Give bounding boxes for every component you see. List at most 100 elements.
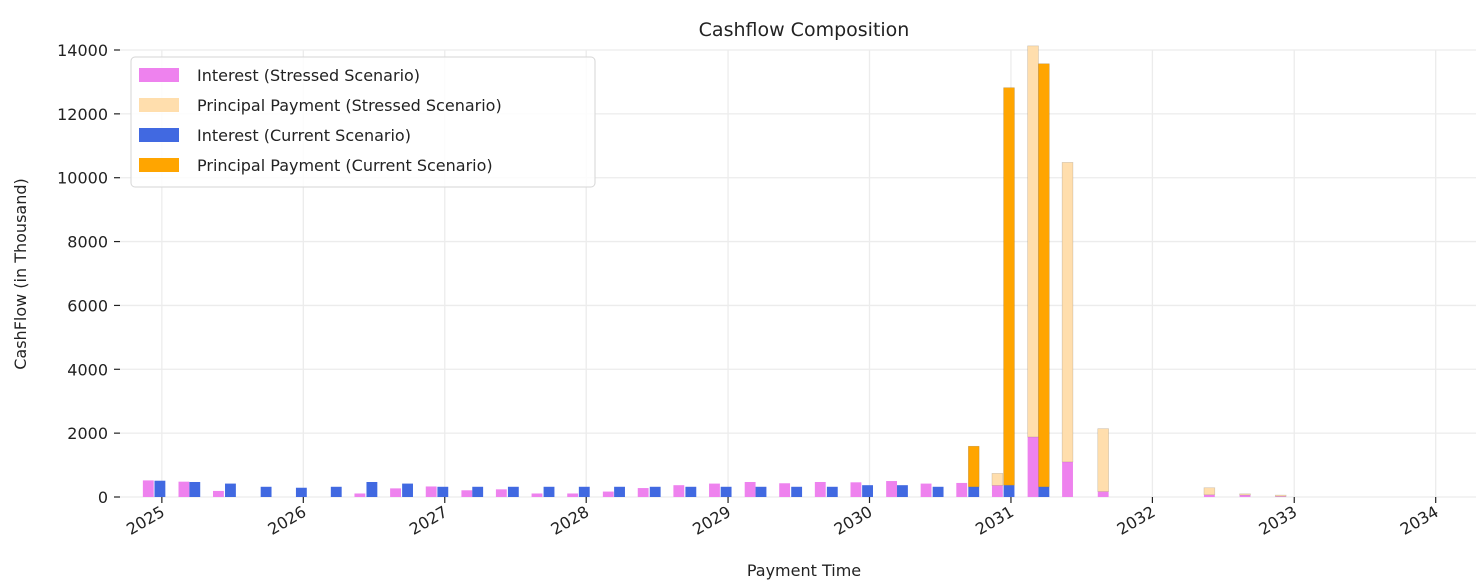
bar	[402, 483, 413, 497]
bar	[1097, 428, 1109, 492]
bar	[720, 486, 732, 497]
legend-swatch	[139, 158, 179, 172]
bar	[142, 480, 154, 497]
legend-swatch	[139, 128, 179, 142]
bar	[991, 473, 1004, 486]
bar	[862, 485, 873, 497]
bar	[472, 486, 484, 497]
legend-swatch	[139, 98, 179, 112]
bars	[142, 45, 1287, 497]
bar	[1003, 87, 1015, 486]
bar	[425, 486, 437, 497]
x-tick-label: 2028	[547, 502, 592, 539]
legend: Interest (Stressed Scenario) Principal Pa…	[130, 56, 596, 188]
bar	[178, 481, 190, 497]
x-tick-label: 2026	[265, 502, 310, 539]
y-axis-label: CashFlow (in Thousand)	[11, 178, 30, 370]
bar	[956, 482, 968, 497]
bar	[1027, 436, 1039, 497]
bar	[495, 489, 507, 497]
series-2	[154, 480, 1050, 497]
bar	[543, 486, 555, 497]
bar	[366, 481, 378, 497]
bar	[920, 483, 932, 497]
series-0	[142, 436, 1287, 497]
legend-label: Principal Payment (Stressed Scenario)	[197, 96, 502, 115]
bar	[897, 485, 908, 497]
bar	[1062, 461, 1073, 497]
x-tick-label: 2030	[831, 502, 876, 539]
bar	[260, 486, 272, 497]
chart-title: Cashflow Composition	[699, 19, 910, 41]
bar	[189, 481, 201, 497]
bar	[1239, 495, 1251, 497]
y-tick-label: 8000	[67, 233, 108, 252]
bar	[791, 486, 803, 497]
bar	[213, 490, 224, 497]
x-axis: 2025 2026 2027 2028 2029 2030 2031 2032 2033 2034	[123, 497, 1442, 539]
x-tick-label: 2031	[972, 502, 1017, 539]
bar	[1038, 63, 1050, 488]
bar	[814, 481, 826, 497]
legend-swatch	[139, 68, 179, 82]
bar	[826, 486, 838, 497]
x-tick-label: 2032	[1114, 502, 1159, 539]
bar	[932, 486, 944, 497]
bar	[614, 486, 625, 497]
x-tick-label: 2027	[406, 502, 451, 539]
bar	[1097, 491, 1109, 497]
bar	[779, 483, 791, 497]
bar	[637, 488, 649, 497]
bar	[968, 486, 980, 497]
legend-label: Principal Payment (Current Scenario)	[197, 156, 493, 175]
bar	[685, 486, 697, 497]
bar	[673, 485, 685, 497]
bar	[567, 493, 579, 497]
legend-label: Interest (Current Scenario)	[197, 126, 411, 145]
legend-label: Interest (Stressed Scenario)	[197, 66, 420, 85]
bar	[850, 482, 862, 497]
bar	[295, 487, 307, 497]
bar	[507, 486, 519, 497]
bar	[886, 481, 898, 497]
y-tick-label: 14000	[57, 41, 108, 60]
bar	[755, 486, 767, 497]
y-tick-label: 12000	[57, 105, 108, 124]
bar	[1027, 45, 1039, 438]
bar	[1003, 485, 1015, 497]
bar	[578, 486, 590, 497]
bar	[1275, 496, 1287, 497]
x-tick-label: 2025	[123, 502, 168, 539]
y-tick-label: 0	[98, 488, 108, 507]
bar	[968, 445, 980, 488]
bar	[354, 493, 366, 497]
x-tick-label: 2033	[1255, 502, 1300, 539]
y-tick-label: 4000	[67, 360, 108, 379]
y-tick-label: 2000	[67, 424, 108, 443]
bar	[390, 488, 401, 497]
series-3	[968, 63, 1050, 488]
bar	[1038, 486, 1050, 497]
bar	[602, 491, 614, 497]
y-tick-label: 10000	[57, 169, 108, 188]
bar	[1203, 487, 1216, 496]
bar	[437, 486, 449, 497]
y-tick-label: 6000	[67, 296, 108, 315]
bar	[709, 483, 720, 497]
bar	[1239, 493, 1251, 496]
x-tick-label: 2029	[689, 502, 734, 539]
x-tick-label: 2034	[1397, 502, 1442, 539]
bar	[1274, 494, 1287, 497]
bar	[1203, 494, 1215, 497]
bar	[1061, 162, 1074, 463]
x-axis-label: Payment Time	[747, 561, 861, 580]
bar	[531, 493, 543, 497]
bar	[225, 483, 236, 497]
bar	[744, 481, 756, 497]
bar	[991, 485, 1003, 497]
y-axis: 0 2000 4000 6000 8000 10000 12000 14000	[57, 41, 120, 507]
legend-frame	[130, 56, 596, 188]
bar	[154, 480, 166, 497]
bar	[330, 486, 342, 497]
